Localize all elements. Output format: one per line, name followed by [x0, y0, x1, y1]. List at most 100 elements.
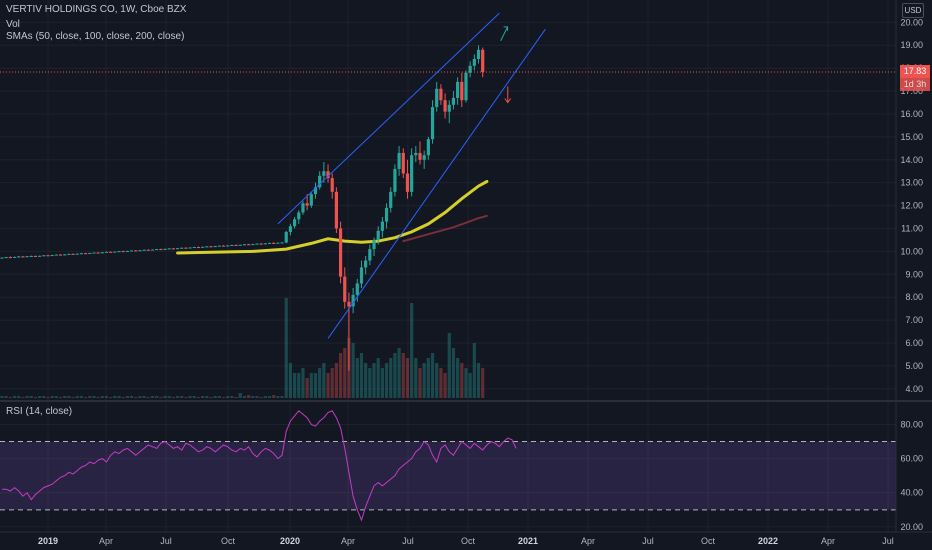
candle-body — [92, 252, 96, 254]
volume-bar — [8, 397, 12, 398]
candle-body — [380, 221, 384, 231]
volume-bar — [63, 396, 67, 398]
volume-bar — [464, 368, 468, 398]
sma50-line — [176, 180, 489, 255]
volume-bar — [293, 373, 297, 398]
volume-bar — [405, 358, 410, 398]
candle-body — [134, 250, 138, 252]
candle-body — [142, 249, 146, 251]
price-tick-label: 4.00 — [905, 384, 923, 394]
volume-bar — [221, 397, 226, 398]
price-tick-label: 20.00 — [900, 17, 923, 27]
candle-body — [125, 250, 129, 252]
candle-body — [476, 49, 481, 59]
candle-body — [251, 244, 255, 246]
candle-body — [397, 152, 401, 169]
volume-bar — [29, 396, 33, 398]
candle-body — [192, 247, 196, 249]
volume-bar — [468, 373, 472, 398]
candle-body — [393, 168, 397, 192]
volume-bar — [272, 395, 276, 398]
last-price-tag: 17.83 — [900, 65, 930, 79]
price-tick-label: 6.00 — [905, 338, 923, 348]
volume-bar — [205, 396, 209, 398]
candle-body — [205, 246, 209, 248]
candle-body — [435, 88, 439, 108]
volume-bar — [322, 363, 326, 398]
candle-body — [259, 243, 263, 245]
price-tick-label: 16.00 — [900, 109, 923, 119]
volume-bar — [150, 396, 155, 398]
volume-bar — [121, 397, 125, 398]
volume-bar — [163, 396, 167, 398]
rsi-line — [2, 410, 517, 522]
candle-body — [238, 244, 242, 246]
volume-bar — [481, 368, 485, 398]
candle-body — [113, 251, 117, 253]
volume-bar — [451, 348, 456, 398]
candle-body — [418, 152, 422, 160]
candle-body — [38, 255, 42, 257]
candle-body — [401, 152, 405, 174]
candle-body — [359, 267, 364, 284]
candle-body — [217, 245, 221, 247]
price-tick-label: 15.00 — [900, 132, 923, 142]
price-tick-label: 9.00 — [905, 269, 923, 279]
volume-bar — [209, 397, 213, 398]
volume-bar — [84, 397, 88, 398]
volume-bar — [476, 363, 481, 398]
price-tick-label: 5.00 — [905, 361, 923, 371]
candle-body — [234, 244, 238, 246]
sma-legend[interactable]: SMAs (50, close, 100, close, 200, close) — [6, 31, 185, 42]
candle-body — [330, 178, 334, 192]
candle-body — [318, 175, 322, 188]
rsi-tick-label: 60.00 — [900, 454, 923, 464]
volume-bar — [460, 363, 464, 398]
candle-body — [188, 247, 192, 249]
volume-bar — [338, 353, 343, 398]
candle-body — [104, 251, 109, 253]
candle-body — [155, 249, 159, 251]
time-tick-label: Apr — [581, 536, 595, 546]
drawing-overlay[interactable] — [0, 12, 896, 339]
time-tick-label: Oct — [461, 536, 476, 546]
volume-bar — [104, 396, 109, 398]
volume-bar — [54, 396, 58, 398]
candle-body — [338, 228, 343, 277]
arrow-down-head — [504, 98, 512, 104]
rsi-tick-label: 20.00 — [900, 522, 923, 532]
volume-bar — [167, 396, 171, 398]
volume-bar — [326, 373, 330, 398]
volume-bar — [175, 396, 180, 398]
volume-bar — [393, 353, 397, 398]
candle-body — [42, 255, 46, 257]
candle-body — [255, 243, 259, 245]
volume-bar — [443, 373, 447, 398]
candle-body — [309, 194, 313, 206]
volume-bar — [263, 396, 267, 398]
candle-body — [272, 242, 276, 244]
rsi-legend[interactable]: RSI (14, close) — [6, 406, 73, 417]
volume-bar — [313, 373, 318, 398]
volume-bar — [351, 343, 355, 398]
candle-body — [460, 81, 464, 101]
candle-body — [355, 283, 359, 295]
candle-body — [109, 251, 113, 253]
volume-bar — [309, 373, 313, 398]
symbol-legend[interactable]: VERTIV HOLDINGS CO, 1W, Cboe BZX — [6, 4, 187, 15]
volume-bar — [0, 396, 4, 398]
trendline — [277, 12, 500, 225]
volume-bar — [288, 363, 293, 398]
volume-bar — [142, 396, 146, 398]
candle-body — [430, 107, 435, 140]
price-tick-label: 14.00 — [900, 155, 923, 165]
currency-badge[interactable]: USD — [902, 3, 924, 18]
trendline — [327, 28, 546, 339]
price-tick-label: 11.00 — [901, 223, 923, 233]
volume-legend[interactable]: Vol — [6, 19, 20, 30]
price-axis-bg — [896, 0, 932, 550]
volume-bar — [422, 363, 426, 398]
candle-body — [468, 65, 472, 73]
volume-bar — [79, 396, 84, 398]
